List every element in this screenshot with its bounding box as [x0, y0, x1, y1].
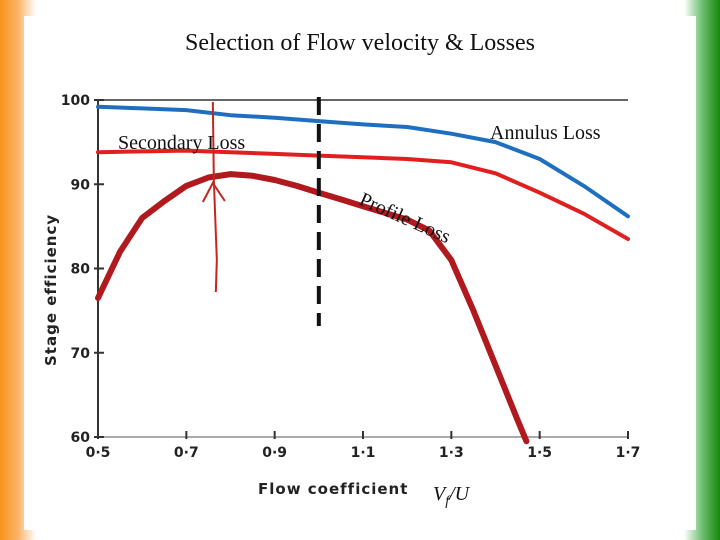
series-line-profile-loss: [95, 171, 530, 445]
series-line-secondary-loss: [96, 148, 630, 241]
series-lines: [95, 104, 630, 445]
x-tick-label: 0·5: [86, 445, 111, 461]
y-tick-label: 60: [71, 430, 91, 446]
x-tick-label: 1·3: [439, 445, 464, 461]
slide-title: Selection of Flow velocity & Losses: [185, 30, 535, 56]
slide-panel: [24, 16, 696, 530]
velocity-ratio-label: Vf/U: [433, 483, 471, 509]
x-tick-label: 1·5: [527, 445, 552, 461]
y-tick-label: 80: [71, 262, 91, 278]
y-axis-title: Stage efficiency: [42, 214, 60, 366]
secondary-loss-label: Secondary Loss: [118, 132, 245, 154]
optimum-marker-line: [211, 101, 218, 293]
x-axis-title: Flow coefficient: [258, 480, 408, 498]
velocity-ratio-v: V: [433, 483, 448, 505]
y-tick-label: 70: [71, 346, 91, 362]
optimum-marker-arrowhead: [201, 181, 226, 203]
velocity-ratio-sub: f: [445, 494, 451, 509]
x-tick-label: 0·9: [262, 445, 287, 461]
x-tick-label: 1·7: [616, 445, 641, 461]
annulus-loss-label: Annulus Loss: [490, 122, 601, 144]
x-tick-label: 1·1: [351, 445, 376, 461]
y-tick-label: 90: [71, 177, 91, 193]
axis-ticks: 100 90 80 70 600·5 0·7 0·9 1·1 1·3 1·5 1·7: [61, 93, 641, 461]
y-tick-label: 100: [61, 93, 90, 109]
series-line-annulus-loss: [96, 104, 630, 219]
x-tick-label: 0·7: [174, 445, 199, 461]
velocity-ratio-tail: /U: [448, 483, 471, 505]
profile-loss-label: Profile Loss: [356, 188, 454, 248]
